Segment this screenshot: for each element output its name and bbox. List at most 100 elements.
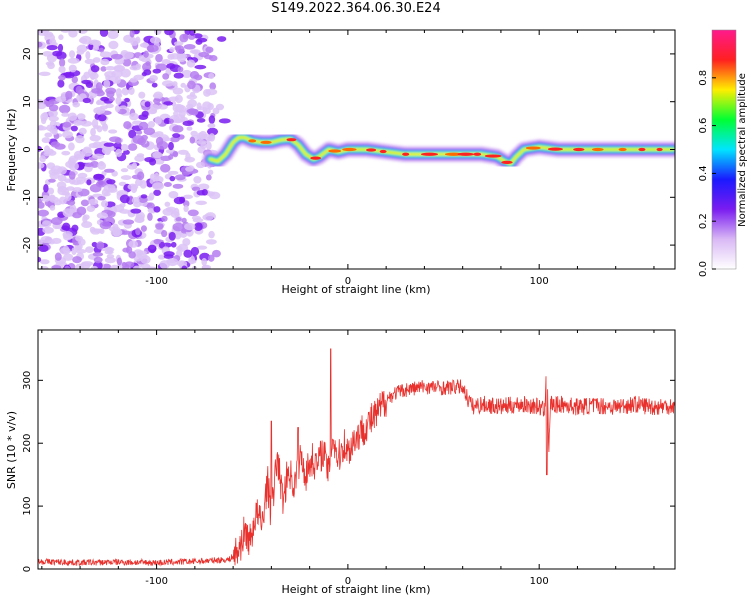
noise-speckle [167, 118, 174, 124]
noise-speckle [147, 212, 153, 221]
noise-speckle [51, 237, 62, 245]
x-tick-label: 0 [345, 276, 351, 287]
noise-speckle [91, 241, 98, 248]
noise-speckle [68, 171, 76, 180]
snr-series-line [38, 348, 675, 567]
noise-speckle [183, 194, 194, 199]
noise-speckle [88, 40, 97, 45]
noise-speckle [78, 238, 86, 246]
noise-speckle [85, 50, 91, 60]
noise-speckle [119, 194, 130, 204]
noise-speckle [47, 187, 55, 195]
noise-speckle [97, 178, 105, 187]
noise-speckle [177, 66, 184, 73]
noise-speckle [119, 209, 131, 214]
noise-speckle [62, 208, 74, 218]
noise-speckle [212, 107, 220, 115]
noise-speckle [205, 239, 217, 245]
noise-speckle [196, 245, 208, 250]
noise-speckle [131, 162, 138, 170]
noise-speckle [186, 59, 196, 68]
noise-speckle [83, 146, 92, 153]
x-tick-label: 100 [530, 276, 549, 287]
noise-speckle [149, 74, 158, 82]
noise-speckle [173, 110, 179, 117]
noise-speckle [205, 191, 216, 197]
noise-speckle [129, 77, 138, 83]
noise-speckle [181, 265, 188, 269]
noise-speckle [62, 130, 74, 139]
noise-speckle [122, 219, 135, 225]
noise-speckle-layer [38, 30, 231, 269]
noise-speckle [71, 179, 82, 186]
noise-speckle [173, 119, 183, 124]
noise-speckle [95, 82, 103, 91]
snr-panel: -100 0 100 0 100 200 300 Height of straight li… [5, 329, 676, 596]
noise-speckle [124, 261, 135, 268]
noise-speckle [108, 226, 121, 232]
noise-speckle [121, 87, 130, 96]
noise-speckle [38, 201, 45, 209]
noise-speckle [201, 264, 211, 269]
noise-speckle [51, 265, 62, 269]
noise-speckle [58, 196, 67, 205]
noise-speckle [217, 36, 227, 42]
noise-speckle [164, 201, 171, 207]
noise-speckle [128, 129, 137, 139]
noise-speckle [96, 241, 105, 250]
noise-speckle [120, 175, 132, 180]
noise-speckle [92, 252, 104, 257]
ridge-peak [444, 152, 463, 156]
noise-speckle [115, 137, 122, 144]
noise-speckle [202, 213, 214, 221]
y-tick-label: 10 [22, 95, 33, 108]
noise-speckle [104, 249, 114, 255]
noise-speckle [196, 118, 206, 123]
noise-speckle [135, 214, 145, 223]
spectrogram-x-axis-label: Height of straight line (km) [281, 283, 430, 296]
noise-speckle [154, 131, 164, 137]
noise-speckle [153, 98, 161, 104]
noise-speckle [48, 109, 58, 118]
colorbar: 0.0 0.2 0.4 0.6 0.8 Normalized spectral ampl… [698, 29, 748, 277]
noise-speckle [40, 235, 53, 244]
noise-speckle [148, 192, 155, 201]
noise-speckle [129, 112, 139, 121]
y-tick-label: -10 [22, 189, 33, 205]
noise-speckle [57, 79, 65, 88]
noise-speckle [49, 205, 56, 211]
noise-speckle [122, 51, 134, 60]
noise-speckle [175, 45, 185, 54]
noise-speckle [119, 105, 128, 110]
noise-speckle [208, 73, 215, 80]
noise-speckle [101, 200, 109, 208]
noise-speckle [120, 230, 132, 235]
noise-speckle [195, 161, 206, 169]
ridge-peak [501, 160, 513, 164]
noise-speckle [63, 253, 74, 261]
noise-speckle [190, 246, 200, 256]
noise-speckle [207, 123, 216, 129]
noise-speckle [72, 187, 83, 193]
noise-speckle [143, 69, 152, 76]
noise-speckle [115, 148, 123, 157]
y-tick-label: 20 [22, 48, 33, 61]
noise-speckle [209, 82, 217, 91]
noise-speckle [82, 214, 90, 220]
noise-speckle [172, 133, 181, 138]
noise-speckle [76, 245, 82, 251]
noise-speckle [57, 186, 68, 192]
noise-speckle [62, 121, 72, 128]
noise-speckle [208, 133, 216, 142]
noise-speckle [80, 120, 93, 127]
noise-speckle [187, 99, 197, 108]
noise-speckle [178, 196, 186, 204]
noise-speckle [201, 188, 208, 196]
noise-speckle [212, 249, 221, 258]
noise-speckle [161, 230, 168, 238]
noise-speckle [42, 226, 54, 234]
noise-speckle [154, 30, 162, 36]
ridge-peaks [248, 138, 663, 164]
noise-speckle [102, 123, 108, 130]
